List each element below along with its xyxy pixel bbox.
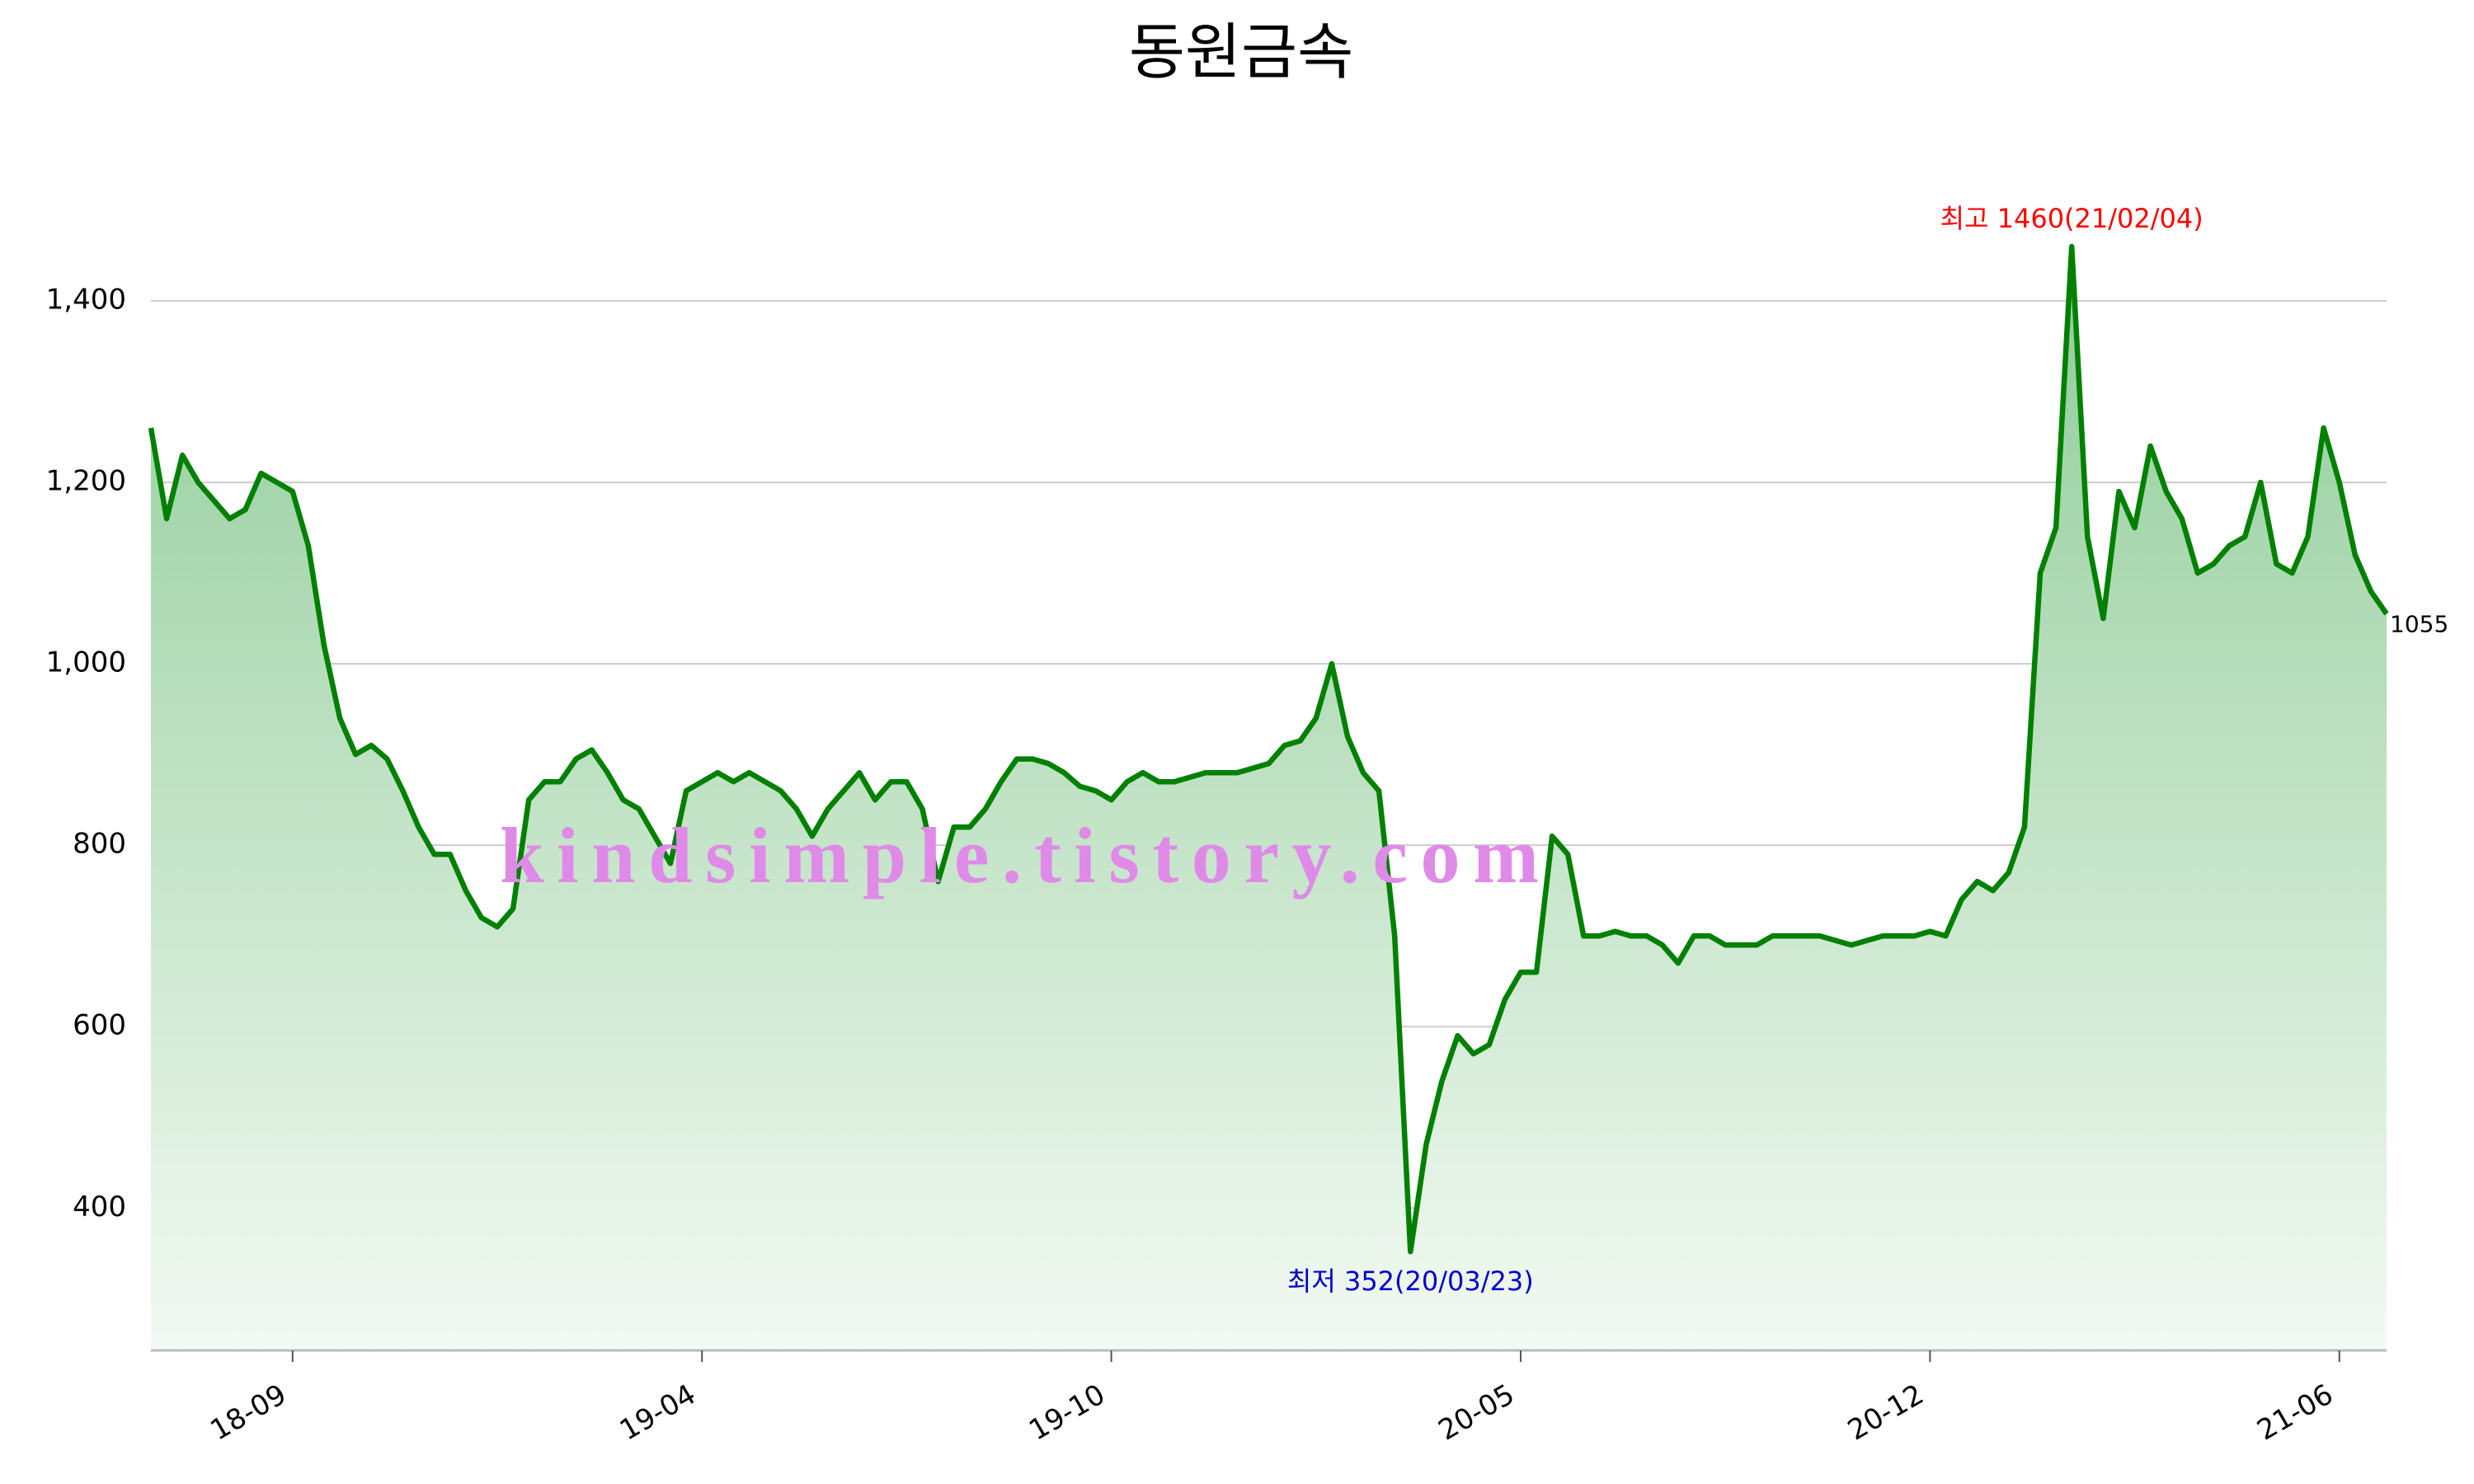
chart-title: 동원금속 — [1129, 17, 1353, 88]
x-tick-label: 20-05 — [1433, 1378, 1521, 1447]
line — [148, 243, 2389, 1255]
last-value-label: 1055 — [2390, 611, 2448, 638]
y-tick-label: 800 — [73, 828, 126, 861]
area — [151, 247, 2387, 1350]
y-tick-label: 400 — [73, 1190, 126, 1223]
min-label: 최저 352(20/03/23) — [1287, 1266, 1534, 1297]
x-tick-label: 20-12 — [1842, 1378, 1930, 1447]
x-tick-label: 21-06 — [2251, 1378, 2339, 1447]
max-label: 최고 1460(21/02/04) — [1940, 203, 2204, 234]
y-tick-label: 1,000 — [46, 646, 126, 679]
y-tick-label: 1,400 — [46, 284, 126, 317]
x-tick-label: 19-04 — [614, 1378, 702, 1447]
y-tick-label: 1,200 — [46, 465, 126, 498]
y-tick-label: 600 — [73, 1009, 126, 1042]
x-tick-label: 18-09 — [205, 1378, 293, 1447]
x-tick-label: 19-10 — [1023, 1378, 1111, 1447]
watermark: kindsimple.tistory.com — [500, 811, 1539, 899]
